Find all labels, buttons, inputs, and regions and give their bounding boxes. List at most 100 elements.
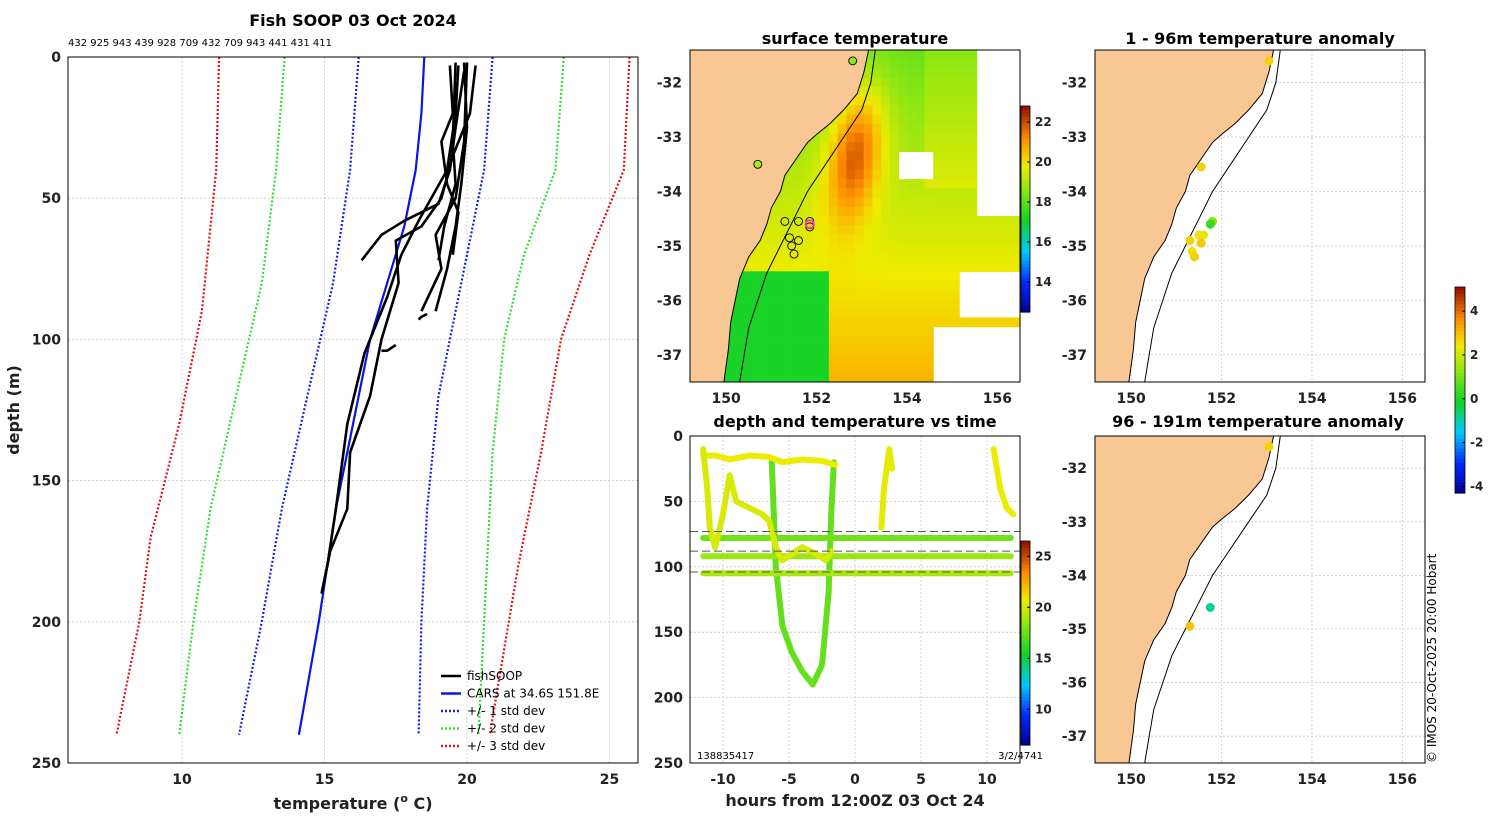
sst-pixel	[941, 160, 952, 171]
sst-pixel	[828, 243, 839, 254]
colorbar-segment	[1455, 458, 1465, 463]
sst-pixel	[915, 68, 926, 79]
colorbar-segment	[1021, 544, 1030, 549]
sst-pixel	[855, 271, 865, 282]
sst-pixel	[950, 262, 960, 272]
colorbar-segment	[1021, 123, 1030, 128]
sst-pixel	[846, 234, 856, 245]
sst-pixel	[776, 271, 787, 282]
sst-pixel	[794, 160, 804, 171]
sst-pixel	[976, 317, 986, 328]
colorbar-segment	[1455, 352, 1465, 357]
sst-pixel	[941, 262, 952, 272]
sst-pixel	[967, 243, 978, 254]
sst-pixel	[889, 354, 899, 365]
colorbar-segment	[1021, 305, 1030, 310]
sst-pixel	[950, 68, 960, 79]
sst-pixel	[794, 271, 804, 282]
legend-label: +/- 2 std dev	[467, 722, 545, 736]
sst-pixel	[924, 133, 934, 143]
sst-pixel	[950, 114, 960, 125]
sst-pixel	[959, 317, 969, 328]
timeseries-colorbar: 10 15 20 25	[1020, 540, 1052, 746]
colorbar-segment	[1021, 598, 1030, 603]
sst-pixel	[785, 345, 795, 355]
sst-pixel	[907, 86, 917, 97]
sst-pixel	[828, 142, 839, 153]
sst-pixel	[950, 197, 960, 208]
sst-pixel	[889, 206, 899, 217]
sst-pixel	[881, 133, 891, 143]
sst-pixel	[872, 262, 882, 272]
profile-axes	[67, 56, 639, 764]
sst-pixel	[889, 289, 899, 300]
sst-pixel	[872, 59, 882, 70]
colorbar-segment	[1021, 178, 1030, 183]
legend-label: +/- 3 std dev	[467, 739, 545, 753]
sst-pixel	[907, 243, 917, 254]
sst-pixel	[759, 345, 769, 355]
sst-pixel	[846, 225, 856, 236]
sst-pixel	[881, 317, 891, 328]
sst-pixel	[811, 308, 821, 319]
timeseries-xtick-label: -10	[710, 772, 736, 788]
anomaly-shallow-land	[1095, 50, 1275, 382]
sst-pixel	[802, 262, 813, 272]
sst-pixel	[872, 335, 882, 346]
sst-pixel	[907, 123, 917, 134]
profile-ytick-label: 250	[32, 756, 61, 772]
sst-pixel	[794, 289, 804, 300]
sst-pixel	[950, 188, 960, 199]
sst-pixel	[907, 206, 917, 217]
sst-pixel	[828, 123, 839, 134]
std-dev-line	[417, 57, 494, 735]
colorbar-segment	[1021, 195, 1030, 200]
sst-pixel	[802, 169, 813, 180]
sst-pixel	[785, 308, 795, 319]
sst-pixel	[759, 234, 769, 245]
map-xtick-label: 152	[1207, 772, 1236, 788]
sst-pixel	[742, 345, 752, 355]
colorbar-segment	[1455, 297, 1465, 302]
map-xtick-label: 152	[1207, 391, 1236, 407]
legend-label: fishSOOP	[467, 669, 522, 683]
sst-pixel	[820, 289, 830, 300]
sst-pixel	[907, 59, 917, 70]
sst-land	[690, 50, 870, 382]
sst-pixel	[855, 326, 865, 337]
sst-pixel	[889, 372, 899, 382]
sst-pixel	[837, 372, 847, 382]
sst-pixel	[950, 86, 960, 97]
sst-pixel	[915, 197, 926, 208]
sst-pixel	[881, 123, 891, 134]
sst-pixel	[811, 169, 821, 180]
profile-xlabel-tail: C)	[408, 794, 433, 813]
sst-pixel	[950, 151, 960, 162]
sst-pixel	[802, 271, 813, 282]
sst-pixel	[915, 280, 926, 291]
sst-pixel	[924, 308, 934, 319]
sst-pixel	[889, 142, 899, 153]
colorbar-tick-label: 20	[1035, 600, 1052, 614]
sst-pixel	[933, 169, 943, 180]
sst-pixel	[846, 169, 856, 180]
sst-pixel	[724, 345, 734, 355]
sst-pixel	[967, 77, 978, 88]
colorbar-segment	[1455, 396, 1465, 401]
sst-pixel	[855, 123, 865, 134]
colorbar-segment	[1455, 304, 1465, 309]
colorbar-segment	[1021, 666, 1030, 671]
sst-pixel	[898, 133, 908, 143]
sst-pixel	[846, 363, 856, 374]
sst-pixel	[907, 105, 917, 116]
fishsoop-profile-line	[381, 343, 397, 353]
colorbar-segment	[1021, 558, 1030, 562]
sst-pixel	[811, 345, 821, 355]
sst-pixel	[750, 308, 761, 319]
sst-pixel	[846, 114, 856, 125]
sst-pixel	[759, 289, 769, 300]
sst-pixel	[993, 243, 1004, 254]
profile-xtick-label: 15	[315, 772, 334, 788]
sst-pixel	[811, 216, 821, 226]
sst-pixel	[924, 188, 934, 199]
